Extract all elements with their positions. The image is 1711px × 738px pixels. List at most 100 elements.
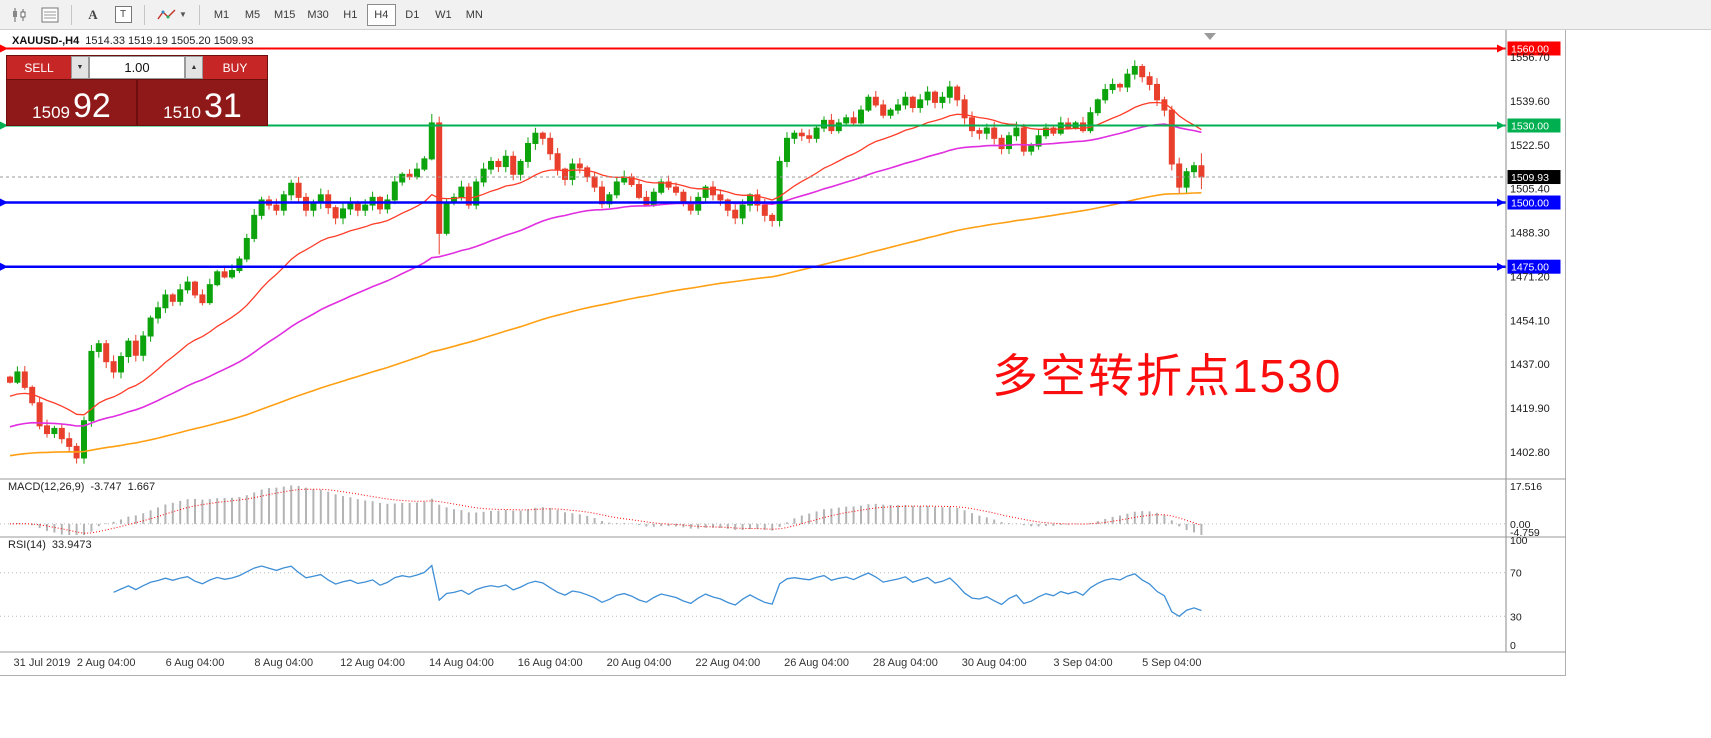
- macd-histogram: [16, 485, 1203, 535]
- rsi-label: RSI(14) 33.9473: [8, 539, 98, 551]
- candlestick-chart-icon: [13, 7, 26, 22]
- time-label: 30 Aug 04:00: [961, 657, 1027, 669]
- bid-main: 1509: [32, 103, 70, 122]
- time-label: 28 Aug 04:00: [872, 657, 938, 669]
- rsi-name: RSI(14): [8, 539, 46, 551]
- macd-value: -3.747: [90, 481, 122, 493]
- timeframe-m5[interactable]: M5: [238, 4, 267, 26]
- time-label: 20 Aug 04:00: [606, 657, 672, 669]
- svg-text:1530.00: 1530.00: [1511, 120, 1549, 132]
- rsi-line: [113, 564, 1202, 618]
- svg-text:1475.00: 1475.00: [1511, 262, 1549, 274]
- svg-text:1419.90: 1419.90: [1510, 403, 1550, 415]
- timeframe-buttons: M1 M5 M15 M30 H1 H4 D1 W1 MN: [207, 3, 489, 26]
- timeframe-m30[interactable]: M30: [302, 4, 333, 26]
- price-chart-canvas[interactable]: 1560.00 1530.00 1500.00 1475.00 1509.93 1556.…: [0, 30, 1566, 676]
- timeframe-d1[interactable]: D1: [398, 4, 427, 26]
- mid-ema-line: [9, 123, 1202, 428]
- time-label: 12 Aug 04:00: [340, 657, 406, 669]
- macd-signal-line: [9, 488, 1202, 534]
- svg-text:1522.50: 1522.50: [1510, 140, 1550, 152]
- time-label: 31 Jul 2019: [13, 657, 71, 669]
- trade-panel-divider: [136, 80, 138, 125]
- svg-text:30: 30: [1510, 611, 1522, 623]
- hline-price-box: [1507, 259, 1561, 274]
- svg-text:1560.00: 1560.00: [1511, 43, 1549, 55]
- fast-ema-line: [9, 101, 1202, 416]
- time-label: 3 Sep 04:00: [1053, 657, 1113, 669]
- time-label: 6 Aug 04:00: [165, 657, 225, 669]
- timeframe-m1[interactable]: M1: [207, 4, 236, 26]
- hline-price-box: [1507, 41, 1561, 56]
- svg-text:17.516: 17.516: [1510, 481, 1542, 493]
- svg-text:1471.20: 1471.20: [1510, 271, 1550, 283]
- svg-text:1454.10: 1454.10: [1510, 315, 1550, 327]
- moving-average-lines: [9, 101, 1202, 457]
- svg-text:1509.93: 1509.93: [1511, 172, 1549, 184]
- window-list-button[interactable]: [36, 3, 64, 27]
- svg-text:100: 100: [1510, 535, 1528, 547]
- time-label: 22 Aug 04:00: [695, 657, 761, 669]
- toolbar-separator: [199, 4, 200, 25]
- svg-text:1556.70: 1556.70: [1510, 52, 1550, 64]
- toolbar: A T ▼ M1 M5 M15 M30 H1 H4 D1 W1 MN: [0, 0, 1711, 30]
- ask-main: 1510: [163, 103, 201, 122]
- toolbar-separator: [144, 4, 145, 25]
- time-label: 8 Aug 04:00: [254, 657, 314, 669]
- svg-text:1402.80: 1402.80: [1510, 447, 1550, 459]
- time-label: 2 Aug 04:00: [76, 657, 136, 669]
- time-label: 26 Aug 04:00: [784, 657, 850, 669]
- symbol-info: XAUUSD-,H4 1514.33 1519.19 1505.20 1509.9…: [12, 35, 253, 47]
- one-click-trading-panel: SELL ▼ ▲ BUY 1509 92 1510 31: [6, 55, 268, 126]
- ohlc-values: 1514.33 1519.19 1505.20 1509.93: [85, 35, 254, 47]
- timeframe-w1[interactable]: W1: [429, 4, 458, 26]
- time-axis[interactable]: 31 Jul 2019 2 Aug 04:00 6 Aug 04:00 8 Aug 0…: [0, 652, 1506, 676]
- rsi-value: 33.9473: [51, 539, 92, 551]
- macd-name: MACD(12,26,9): [8, 481, 85, 493]
- svg-text:1505.40: 1505.40: [1510, 184, 1550, 196]
- timeframe-mn[interactable]: MN: [460, 4, 489, 26]
- svg-text:1437.00: 1437.00: [1510, 359, 1550, 371]
- timeframe-m15[interactable]: M15: [269, 4, 300, 26]
- volume-increase-button[interactable]: ▲: [185, 56, 203, 79]
- zigzag-line-icon: [157, 8, 176, 19]
- sell-button[interactable]: SELL: [7, 56, 71, 79]
- buy-button[interactable]: BUY: [203, 56, 267, 79]
- chevron-down-icon: ▼: [179, 10, 187, 19]
- chart-annotation: 多空转折点1530: [992, 350, 1343, 402]
- cursor-tool-button[interactable]: A: [79, 3, 107, 27]
- symbol-title: XAUUSD-,H4: [12, 35, 80, 47]
- toolbar-separator: [71, 4, 72, 25]
- volume-input[interactable]: [89, 56, 185, 79]
- chart-shift-marker: [1204, 33, 1216, 40]
- time-label: 5 Sep 04:00: [1142, 657, 1202, 669]
- ask-pips: 31: [204, 87, 242, 126]
- text-tool-icon: T: [114, 6, 132, 23]
- timeframe-h4[interactable]: H4: [366, 3, 396, 26]
- svg-text:1488.30: 1488.30: [1510, 228, 1550, 240]
- time-label: 14 Aug 04:00: [428, 657, 494, 669]
- svg-text:-4.759: -4.759: [1510, 527, 1540, 539]
- ask-price: 1510 31: [138, 80, 267, 125]
- timeframe-h1[interactable]: H1: [336, 4, 365, 26]
- text-tool-button[interactable]: T: [109, 3, 137, 27]
- slow-ema-line: [9, 192, 1202, 457]
- chart-type-candles-button[interactable]: [6, 3, 34, 27]
- bid-price-box: [1507, 170, 1561, 185]
- time-label: 16 Aug 04:00: [517, 657, 583, 669]
- drawing-tools-button[interactable]: ▼: [152, 3, 192, 27]
- svg-text:0: 0: [1510, 640, 1516, 652]
- indicator-list-icon: [41, 7, 59, 22]
- svg-text:1539.60: 1539.60: [1510, 96, 1550, 108]
- hline-price-box: [1507, 195, 1561, 210]
- hline-price-box: [1507, 118, 1561, 133]
- svg-text:70: 70: [1510, 568, 1522, 580]
- macd-label: MACD(12,26,9) -3.747 1.667: [8, 481, 161, 493]
- chart-window: 1560.00 1530.00 1500.00 1475.00 1509.93 1556.…: [0, 30, 1566, 676]
- svg-text:0.00: 0.00: [1510, 519, 1531, 531]
- macd-signal-value: 1.667: [127, 481, 156, 493]
- bid-pips: 92: [73, 87, 111, 126]
- svg-text:1500.00: 1500.00: [1511, 198, 1549, 210]
- bid-price: 1509 92: [7, 80, 136, 125]
- volume-decrease-button[interactable]: ▼: [71, 56, 89, 79]
